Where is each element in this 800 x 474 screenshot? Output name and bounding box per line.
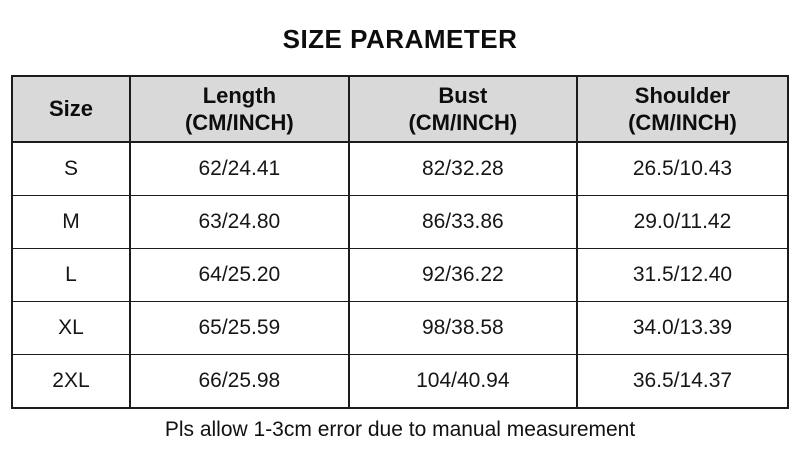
size-parameter-table: Size Length (CM/INCH) Bust (CM/INCH) Sho… (11, 75, 790, 409)
column-header-unit: (CM/INCH) (628, 110, 737, 135)
size-cell: XL (11, 301, 131, 355)
column-header-length: Length (CM/INCH) (128, 75, 350, 143)
length-cell: 64/25.20 (128, 248, 350, 302)
bust-cell: 82/32.28 (347, 141, 578, 196)
length-cell: 65/25.59 (128, 301, 350, 355)
table-row-xl: XL 65/25.59 98/38.58 34.0/13.39 (11, 301, 790, 355)
column-header-label: Length (202, 82, 277, 108)
length-cell: 62/24.41 (128, 141, 350, 196)
length-cell: 66/25.98 (128, 354, 350, 409)
shoulder-cell: 26.5/10.43 (575, 141, 790, 196)
column-header-size: Size (11, 75, 131, 143)
shoulder-cell: 34.0/13.39 (575, 301, 790, 355)
column-header-label: Bust (438, 82, 488, 108)
table-body: S 62/24.41 82/32.28 26.5/10.43 M 63/24.8… (11, 141, 790, 409)
size-cell: 2XL (11, 354, 131, 409)
shoulder-cell: 36.5/14.37 (575, 354, 790, 409)
measurement-disclaimer: Pls allow 1-3cm error due to manual meas… (164, 418, 636, 441)
column-header-label: Shoulder (634, 82, 731, 108)
bust-cell: 104/40.94 (347, 354, 578, 409)
page-title: SIZE PARAMETER (282, 24, 518, 54)
bust-cell: 86/33.86 (347, 195, 578, 249)
bust-cell: 92/36.22 (347, 248, 578, 302)
table-row-l: L 64/25.20 92/36.22 31.5/12.40 (11, 248, 790, 302)
table-row-2xl: 2XL 66/25.98 104/40.94 36.5/14.37 (11, 354, 790, 409)
shoulder-cell: 29.0/11.42 (575, 195, 790, 249)
column-header-label: Size (48, 96, 93, 122)
size-cell: L (11, 248, 131, 302)
table-header: Size Length (CM/INCH) Bust (CM/INCH) Sho… (11, 75, 790, 143)
size-cell: M (11, 195, 131, 249)
length-cell: 63/24.80 (128, 195, 350, 249)
size-cell: S (11, 141, 131, 196)
column-header-shoulder: Shoulder (CM/INCH) (575, 75, 790, 143)
column-header-unit: (CM/INCH) (184, 110, 294, 135)
column-header-unit: (CM/INCH) (408, 110, 518, 135)
table-row-s: S 62/24.41 82/32.28 26.5/10.43 (11, 141, 790, 196)
table-row-m: M 63/24.80 86/33.86 29.0/11.42 (11, 195, 790, 249)
column-header-bust: Bust (CM/INCH) (347, 75, 578, 143)
header-row: Size Length (CM/INCH) Bust (CM/INCH) Sho… (11, 75, 790, 143)
bust-cell: 98/38.58 (347, 301, 578, 355)
shoulder-cell: 31.5/12.40 (575, 248, 790, 302)
